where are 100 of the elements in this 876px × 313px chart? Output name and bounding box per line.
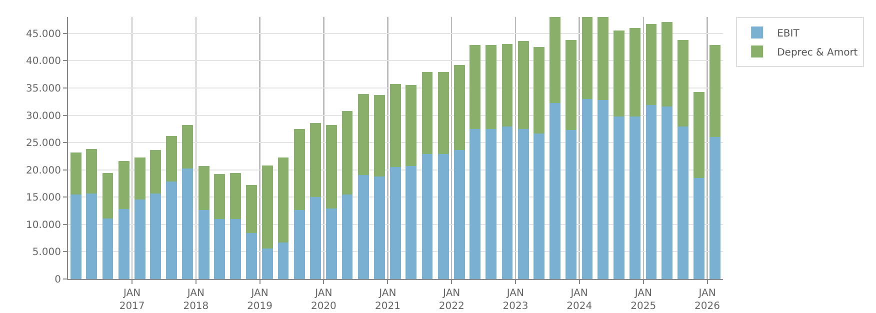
bar [198,166,210,210]
bar [310,122,321,198]
bar [518,128,529,279]
x-tick-label: JAN 2025 [630,288,656,312]
bar [374,95,385,176]
bar [262,165,274,248]
bar [70,194,82,279]
bar [710,44,721,138]
bar [310,197,321,279]
bar [406,166,417,279]
bar [422,154,433,279]
bar [182,125,194,169]
y-tick-label: 0 [54,274,61,286]
bar [358,94,369,175]
bar [438,154,449,279]
x-tick-label: JAN 2021 [374,288,400,312]
bar [502,44,513,127]
bar [326,208,337,279]
x-tick-label: JAN 2023 [502,288,528,312]
bar [646,104,657,279]
bar [182,168,194,279]
bar [294,128,305,210]
bar [438,72,449,154]
bar [422,72,433,154]
bar [102,173,114,218]
bar [614,30,625,116]
bar [630,116,641,279]
bar [486,128,497,279]
bar [246,185,258,234]
bar [550,17,560,104]
bar [86,149,98,194]
bar [566,40,577,130]
bar [598,100,608,279]
bar [102,218,114,279]
bar [582,17,593,99]
bar [390,167,402,279]
bar [677,126,688,279]
y-tick-label: 45.000 [26,28,61,40]
bar [326,125,337,209]
bar [214,174,225,219]
bar [598,17,608,100]
y-tick-label: 10.000 [26,220,61,231]
bar [70,152,82,194]
bar [694,178,704,279]
bar [134,157,146,200]
x-tick-label: JAN 2020 [310,288,336,312]
bar [390,84,402,168]
bar [694,92,704,178]
bar [582,98,593,279]
bar [342,110,353,194]
y-tick-label: 40.000 [26,56,61,68]
x-tick-label: JAN 2022 [438,288,464,312]
bar [470,128,480,279]
bar [150,150,161,194]
bar [406,85,417,166]
bar [118,209,130,279]
bar [278,157,289,242]
bar [230,173,241,219]
bar [262,248,274,279]
bar [166,136,178,182]
bar [134,199,146,279]
x-tick-label: JAN 2019 [247,288,273,312]
bar [630,28,641,116]
bar [614,116,625,279]
bar [454,150,465,279]
bar [710,137,721,279]
bar [374,176,385,279]
y-tick-label: 5.000 [32,247,61,258]
y-tick-label: 35.000 [26,83,61,94]
x-tick-label: JAN 2017 [119,288,145,312]
legend-label: EBIT [777,28,800,40]
bar [661,22,672,107]
y-tick-label: 15.000 [26,192,61,204]
bar [198,210,210,279]
x-tick-label: JAN 2018 [183,288,209,312]
bar [358,174,369,279]
bar [518,41,529,129]
bar [342,194,353,279]
bar [150,193,161,279]
bar [214,218,225,279]
bar [533,47,544,134]
x-tick-label: JAN 2024 [566,288,592,312]
bar [294,210,305,279]
bar [550,103,560,279]
bar [86,193,98,279]
x-tick-label: JAN 2026 [694,288,720,312]
bar [677,40,688,127]
bar [486,44,497,129]
y-tick-label: 30.000 [26,110,61,122]
bar [646,24,657,105]
bar [566,130,577,279]
bar [470,44,480,129]
bar [278,242,289,279]
bar [230,218,241,279]
bar [246,233,258,279]
bar [166,181,178,279]
legend-label: Deprec & Amort [777,47,858,58]
y-tick-label: 25.000 [26,138,61,150]
bar [502,126,513,279]
bar [118,161,130,210]
